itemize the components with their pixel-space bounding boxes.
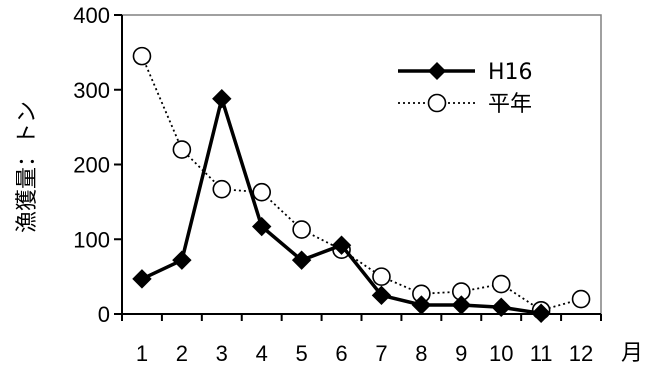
y-axis: 0 100 200 300 400 xyxy=(73,3,123,327)
x-tick-label-7: 7 xyxy=(375,341,387,366)
h16-point-7 xyxy=(371,285,392,306)
series-line-heinen xyxy=(141,55,582,312)
h16-point-4 xyxy=(252,216,272,237)
h16-point-11 xyxy=(531,303,551,323)
series-h16 xyxy=(132,89,551,323)
legend-h16-label: H16 xyxy=(488,60,533,85)
h16-point-6 xyxy=(331,235,352,255)
h16-point-5 xyxy=(291,250,312,270)
x-tick-label-5: 5 xyxy=(296,341,308,366)
x-tick-label-10: 10 xyxy=(489,341,513,366)
legend-heinen-marker xyxy=(427,93,447,113)
y-axis-title: 漁獲量：トン xyxy=(15,101,40,233)
h16-point-10 xyxy=(491,297,511,317)
y-tick-label-300: 300 xyxy=(73,78,110,103)
heinen-point-2 xyxy=(172,140,192,159)
y-tick-label-200: 200 xyxy=(73,153,110,178)
h16-point-8 xyxy=(411,295,432,315)
h16-point-1 xyxy=(132,269,152,289)
x-tick-label-4: 4 xyxy=(256,341,268,366)
legend-heinen-label: 平年 xyxy=(488,92,532,117)
legend-h16-marker xyxy=(428,62,446,80)
y-tick-label-400: 400 xyxy=(73,3,110,28)
x-tick-label-3: 3 xyxy=(216,341,228,366)
heinen-point-3 xyxy=(212,179,232,199)
h16-point-2 xyxy=(172,250,192,270)
heinen-point-12 xyxy=(571,289,591,309)
x-axis-unit-label: 月 xyxy=(621,341,643,366)
x-tick-label-2: 2 xyxy=(176,341,188,366)
x-tick-label-12: 12 xyxy=(569,341,593,366)
h16-point-9 xyxy=(451,295,471,315)
h16-point-3 xyxy=(212,89,232,109)
x-tick-label-6: 6 xyxy=(335,341,347,366)
series-layer xyxy=(132,46,591,323)
heinen-point-4 xyxy=(252,182,272,202)
x-tick-label-9: 9 xyxy=(455,341,467,366)
legend: H16 平年 xyxy=(398,60,533,117)
heinen-point-1 xyxy=(132,46,152,66)
y-tick-label-0: 0 xyxy=(98,302,110,327)
x-tick-label-1: 1 xyxy=(136,341,148,366)
x-axis: 1 2 3 4 5 6 7 8 9 10 11 12 xyxy=(121,313,602,366)
x-tick-label-8: 8 xyxy=(415,341,427,366)
heinen-point-7 xyxy=(372,267,391,286)
y-tick-label-100: 100 xyxy=(73,227,110,252)
x-tick-label-11: 11 xyxy=(530,341,553,366)
heinen-point-10 xyxy=(491,274,511,294)
heinen-point-5 xyxy=(292,220,311,239)
